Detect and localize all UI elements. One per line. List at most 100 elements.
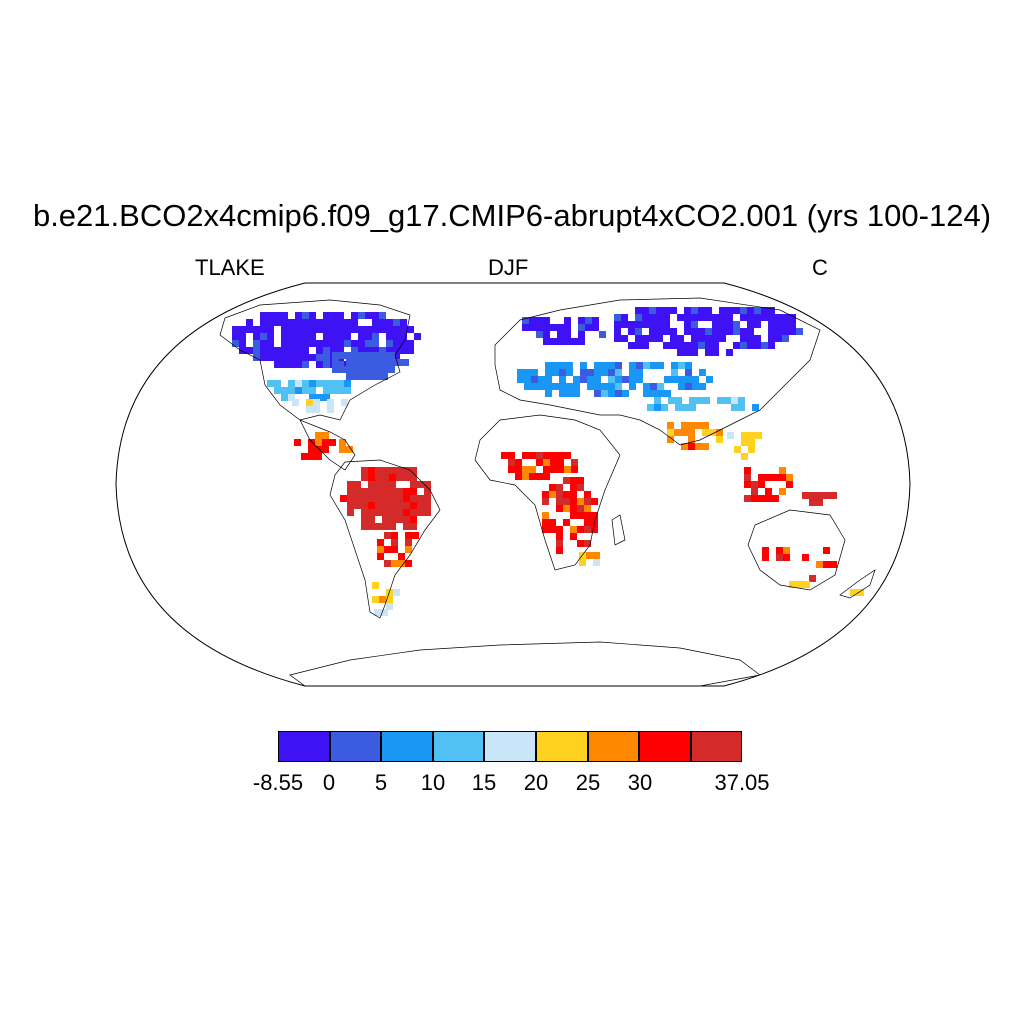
land-cell: [584, 526, 591, 533]
land-cell: [698, 342, 705, 349]
land-cell: [330, 387, 337, 394]
land-cell: [809, 575, 816, 582]
land-cell: [274, 312, 281, 319]
land-cell: [267, 333, 274, 340]
land-cell: [559, 362, 566, 369]
land-cell: [642, 307, 649, 314]
land-cell: [762, 554, 769, 561]
land-cell: [246, 319, 253, 326]
land-cell: [368, 516, 375, 523]
land-cell: [636, 369, 643, 376]
land-cell: [573, 383, 580, 390]
land-cell: [758, 474, 765, 481]
land-cell: [564, 338, 571, 345]
land-cell: [524, 369, 531, 376]
land-cell: [691, 307, 698, 314]
land-cell: [550, 324, 557, 331]
land-cell: [570, 505, 577, 512]
land-cell: [384, 560, 391, 567]
land-cell: [309, 333, 316, 340]
land-cell: [375, 481, 382, 488]
land-cell: [368, 502, 375, 509]
land-cell: [649, 328, 656, 335]
land-cell: [417, 509, 424, 516]
land-cell: [564, 317, 571, 324]
land-cell: [663, 342, 670, 349]
land-cell: [563, 505, 570, 512]
land-cell: [410, 488, 417, 495]
land-cell: [789, 314, 796, 321]
land-cell: [374, 352, 381, 359]
land-cell: [327, 399, 334, 406]
land-cell: [391, 560, 398, 567]
land-cell: [657, 390, 664, 397]
land-cell: [393, 333, 400, 340]
land-cell: [295, 347, 302, 354]
land-cell: [368, 467, 375, 474]
land-cell: [782, 335, 789, 342]
land-cell: [570, 533, 577, 540]
land-cell: [751, 495, 758, 502]
land-cell: [656, 328, 663, 335]
land-cell: [670, 307, 677, 314]
land-cell: [288, 319, 295, 326]
land-cell: [260, 354, 267, 361]
land-cell: [522, 324, 529, 331]
land-cell: [716, 436, 723, 443]
land-cell: [664, 376, 671, 383]
land-cell: [740, 335, 747, 342]
land-cell: [294, 439, 301, 446]
land-cell: [347, 509, 354, 516]
land-cell: [360, 366, 367, 373]
land-cell: [566, 390, 573, 397]
land-cell: [614, 314, 621, 321]
land-cell: [762, 547, 769, 554]
land-cell: [684, 342, 691, 349]
land-cell: [424, 481, 431, 488]
land-cell: [691, 342, 698, 349]
land-cell: [786, 474, 793, 481]
land-cell: [274, 361, 281, 368]
land-cell: [726, 328, 733, 335]
land-cell: [351, 326, 358, 333]
land-cell: [684, 307, 691, 314]
land-cell: [391, 546, 398, 553]
land-cell: [322, 446, 329, 453]
land-cell: [689, 404, 696, 411]
land-cell: [344, 333, 351, 340]
land-cell: [288, 347, 295, 354]
land-cell: [302, 312, 309, 319]
land-cell: [536, 317, 543, 324]
land-cell: [260, 347, 267, 354]
land-cell: [346, 359, 353, 366]
land-cell: [719, 314, 726, 321]
land-cell: [796, 328, 803, 335]
land-cell: [281, 319, 288, 326]
land-cell: [393, 326, 400, 333]
land-cell: [601, 383, 608, 390]
land-cell: [593, 552, 600, 559]
colorbar-tick-label: 0: [322, 770, 336, 795]
land-cell: [823, 561, 830, 568]
land-cell: [403, 502, 410, 509]
land-cell: [337, 361, 344, 368]
land-cell: [734, 446, 741, 453]
land-cell: [692, 376, 699, 383]
land-cell: [353, 359, 360, 366]
land-cell: [776, 554, 783, 561]
land-cell: [309, 326, 316, 333]
land-cell: [374, 359, 381, 366]
land-cell: [731, 397, 738, 404]
land-cell: [316, 326, 323, 333]
land-cell: [584, 540, 591, 547]
land-cell: [253, 326, 260, 333]
coastlines: [219, 297, 876, 686]
land-cell: [556, 547, 563, 554]
land-cell: [332, 359, 339, 366]
land-cell: [744, 481, 751, 488]
land-cell: [536, 452, 543, 459]
land-cell: [543, 324, 550, 331]
land-cell: [344, 319, 351, 326]
land-cell: [302, 326, 309, 333]
